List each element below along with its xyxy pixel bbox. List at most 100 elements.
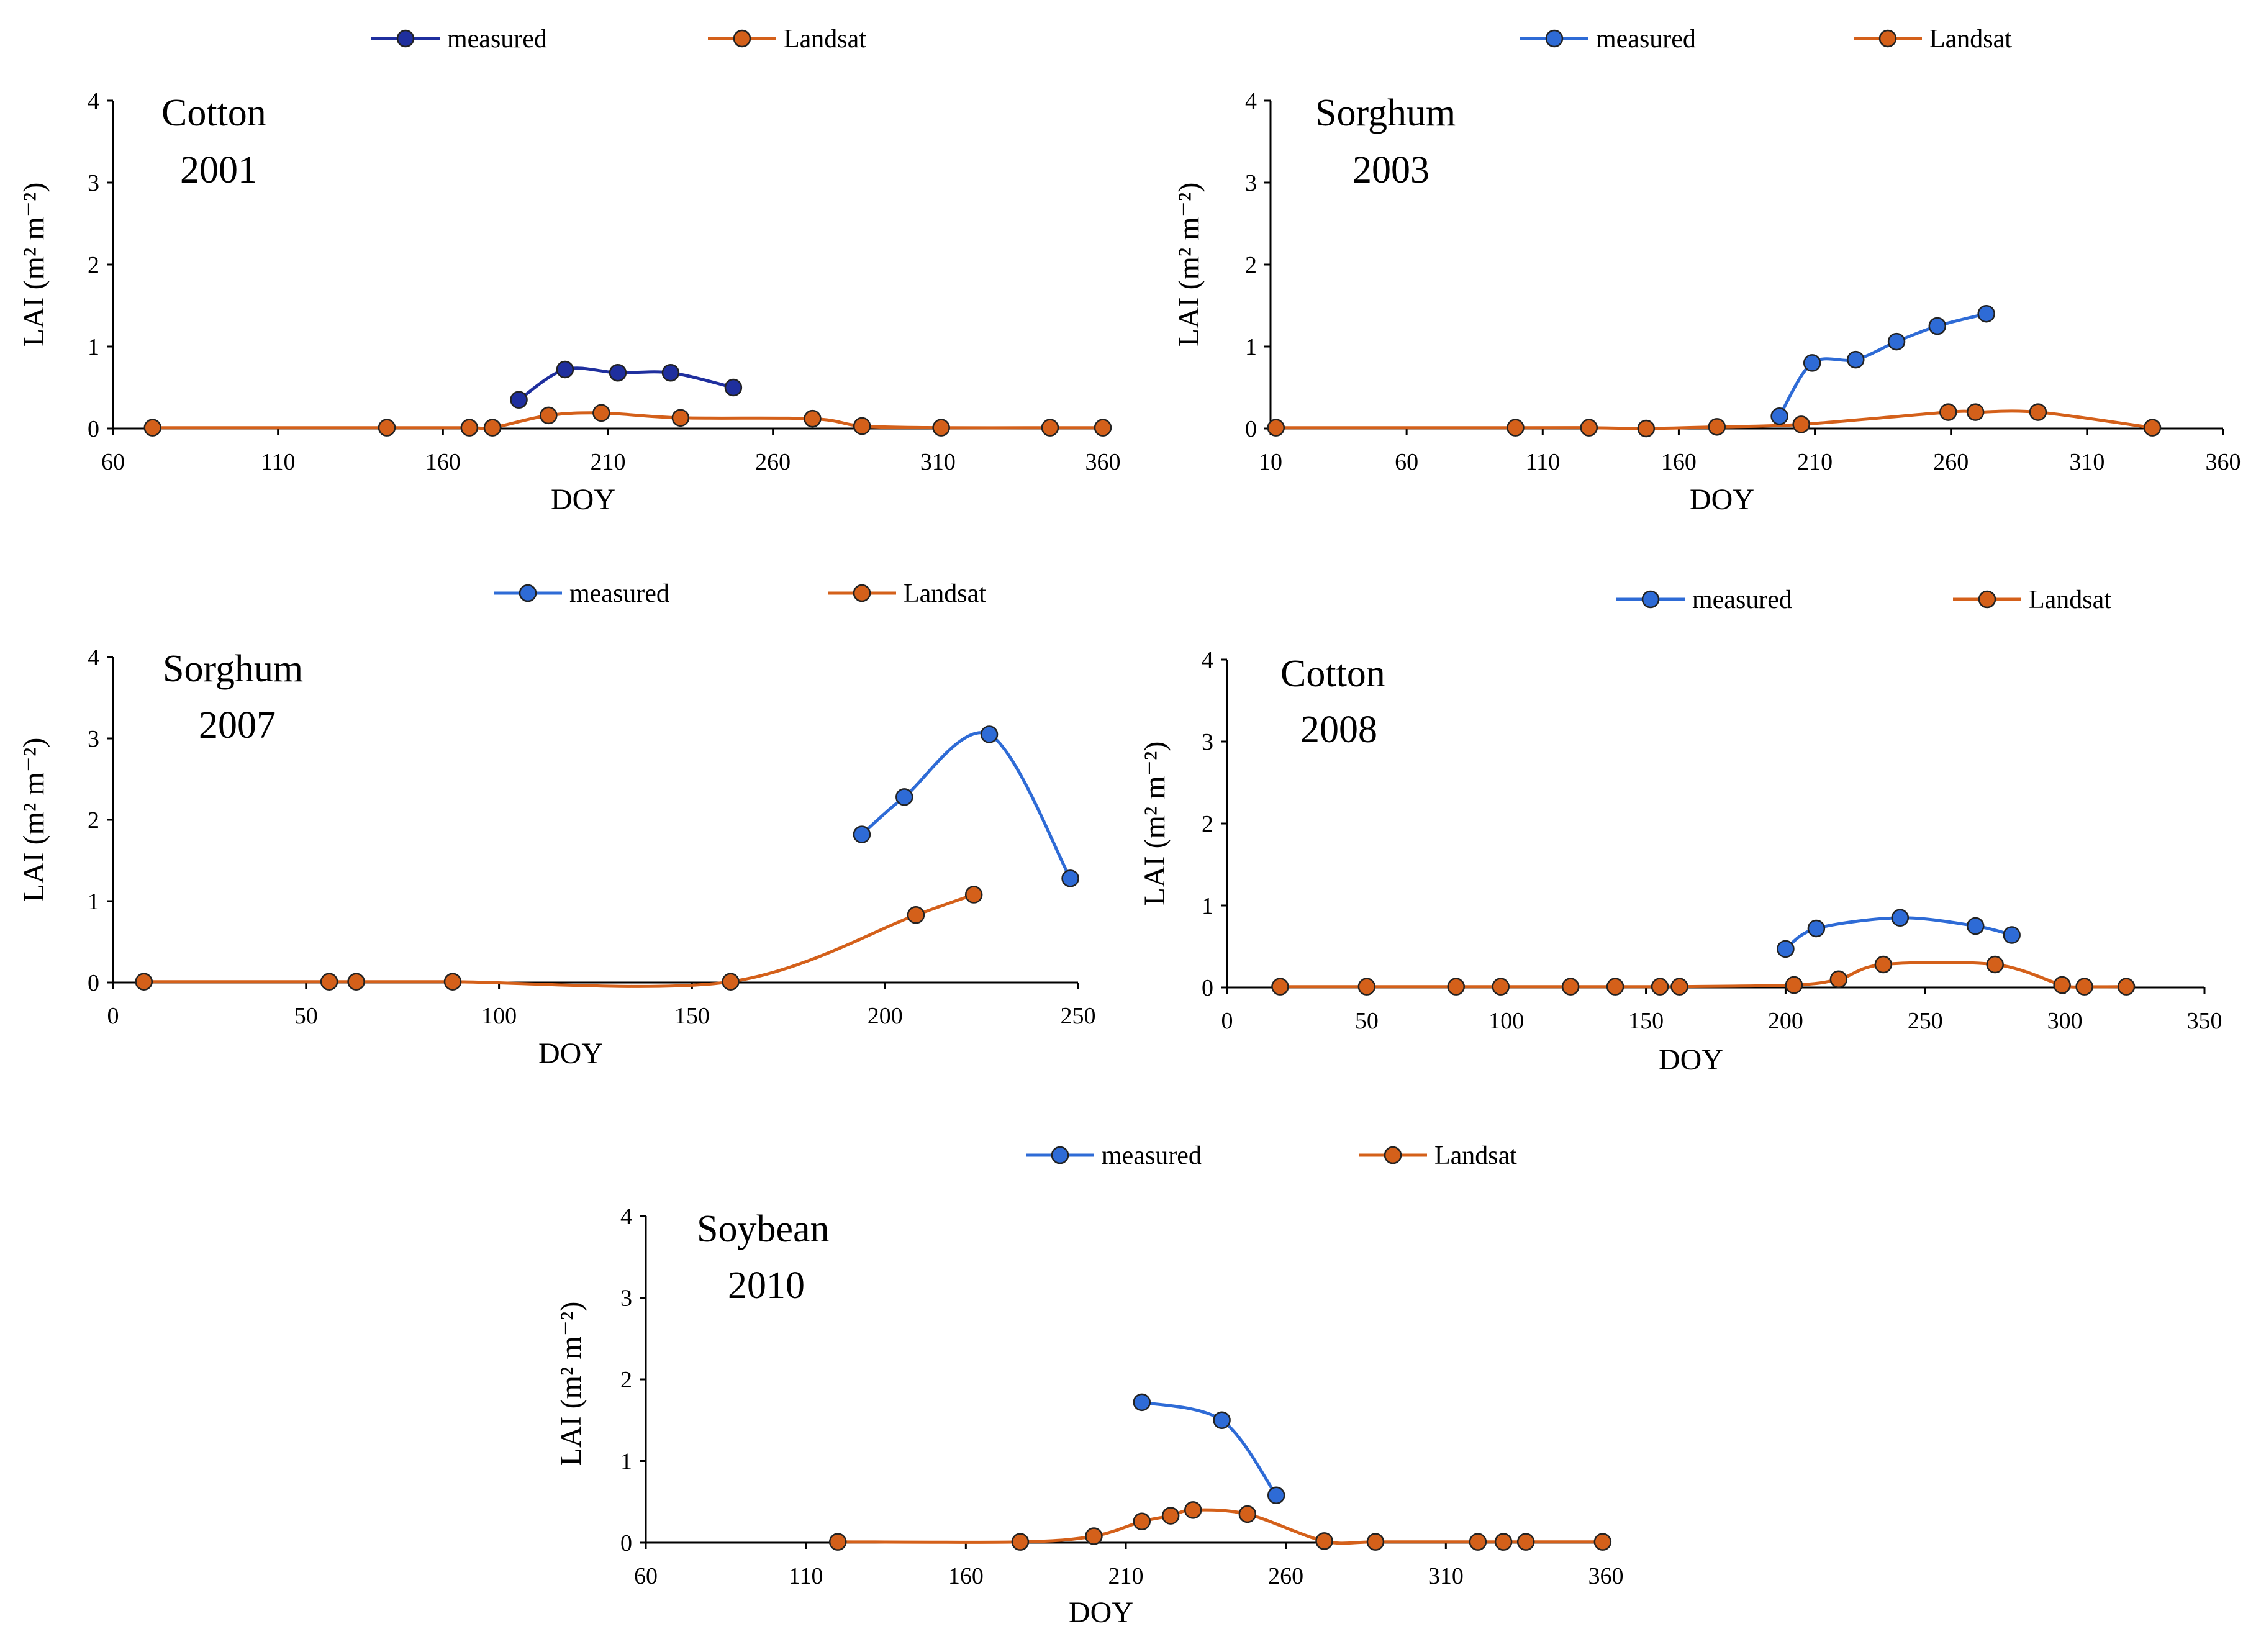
measured-point [1847,350,1865,369]
chart-year: 2001 [180,149,257,191]
chart-panel-1: 0 1 2 3 4 60 110 160 210 260 310 360 DOY LAI (m² m⁻²)… [17,25,1121,516]
y-tick-label: 2 [1245,252,1257,278]
y-tick-label: 3 [1202,729,1213,755]
chart-title: Cotton [1280,653,1385,695]
landsat-point [1357,978,1376,996]
measured-point [1966,917,1985,935]
landsat-point [1494,1533,1513,1551]
landsat-point [1651,978,1669,996]
measured-point [1267,1486,1285,1504]
landsat-point [1271,978,1289,996]
x-tick-label: 310 [1428,1563,1464,1589]
x-tick-label: 60 [634,1563,658,1589]
measured-point [609,363,627,382]
y-tick-label: 1 [1245,334,1257,360]
legend-measured-label: measured [1102,1141,1202,1170]
legend-landsat-marker [1384,1146,1402,1164]
measured-point [1807,919,1826,938]
landsat-point [2117,978,2136,996]
landsat-point [1507,419,1525,437]
x-tick-label: 100 [1488,1008,1524,1034]
x-tick-label: 110 [1525,449,1560,475]
y-tick-label: 3 [620,1286,632,1312]
y-tick-label: 3 [88,726,99,752]
y-tick-label: 0 [1202,975,1213,1001]
x-tick-label: 60 [101,449,125,475]
measured-point [853,825,871,843]
landsat-point [804,409,822,428]
y-axis-title: LAI (m² m⁻²) [1138,742,1171,906]
x-tick-label: 260 [1268,1563,1303,1589]
y-tick-label: 1 [88,334,99,360]
measured-point [1887,332,1906,351]
x-tick-label: 300 [2047,1008,2083,1034]
x-tick-label: 160 [425,449,461,475]
measured-series-line [861,731,1072,879]
landsat-point [722,973,740,991]
legend-landsat-marker [1878,29,1897,48]
landsat-point [1085,1527,1103,1545]
measured-point [1891,909,1910,927]
chart-year: 2003 [1353,149,1430,191]
x-tick-label: 100 [481,1003,517,1029]
legend-landsat-label: Landsat [2029,586,2111,614]
chart-panel-3: 0 1 2 3 4 0 50 100 150 200 250 DOY LAI (m² m⁻²) Sorgh… [17,579,1096,1070]
x-tick-label: 360 [2206,449,2241,475]
measured-point [1803,354,1821,372]
landsat-point [1785,976,1803,994]
y-tick-label: 0 [88,970,99,996]
x-tick-label: 0 [1221,1008,1233,1034]
y-tick-label: 0 [620,1530,632,1556]
landsat-point [1580,419,1598,437]
landsat-point [320,973,338,991]
landsat-point [378,419,396,437]
landsat-point [143,419,162,437]
landsat-point [1011,1533,1030,1551]
landsat-point [1041,419,1059,437]
landsat-point [2143,419,2162,437]
legend-measured-marker [396,29,415,48]
landsat-point [2053,976,2071,994]
landsat-point [1238,1505,1257,1523]
measured-point [895,788,913,806]
landsat-point [1593,1533,1612,1551]
x-tick-label: 150 [674,1003,710,1029]
x-tick-label: 260 [1933,449,1969,475]
y-tick-label: 4 [1245,88,1257,114]
x-tick-label: 60 [1395,449,1418,475]
landsat-point [1561,978,1580,996]
landsat-point [443,973,462,991]
x-tick-label: 210 [1108,1563,1144,1589]
x-tick-label: 260 [755,449,791,475]
chart-year: 2007 [199,704,276,747]
landsat-point [1829,970,1848,989]
x-tick-label: 0 [107,1003,119,1029]
chart-panel-5: 0 1 2 3 4 60 110 160 210 260 310 360 DOY LAI (m² m⁻²)… [555,1141,1624,1629]
y-tick-label: 0 [1245,416,1257,442]
landsat-point [483,419,502,437]
y-axis-title: LAI (m² m⁻²) [17,738,50,902]
legend-landsat-label: Landsat [784,25,866,53]
y-tick-label: 4 [88,645,99,671]
landsat-point [2075,978,2093,996]
y-axis-title: LAI (m² m⁻²) [17,183,50,347]
landsat-point [2029,403,2047,421]
x-tick-label: 250 [1061,1003,1096,1029]
y-tick-label: 2 [88,807,99,833]
x-tick-label: 210 [1797,449,1833,475]
x-tick-label: 350 [2187,1008,2222,1034]
landsat-point [1133,1512,1151,1531]
legend-landsat-label: Landsat [904,579,986,608]
x-axis-title: DOY [1069,1596,1133,1629]
landsat-point [932,419,950,437]
y-tick-label: 3 [88,170,99,196]
landsat-point [1516,1533,1535,1551]
x-tick-label: 10 [1259,449,1282,475]
chart-title: Soybean [697,1208,830,1250]
measured-point [1133,1393,1151,1412]
landsat-point [1161,1507,1180,1525]
x-tick-label: 360 [1085,449,1121,475]
chart-title: Sorghum [1315,92,1456,134]
x-tick-label: 200 [1768,1008,1803,1034]
chart-title: Cotton [161,92,266,134]
